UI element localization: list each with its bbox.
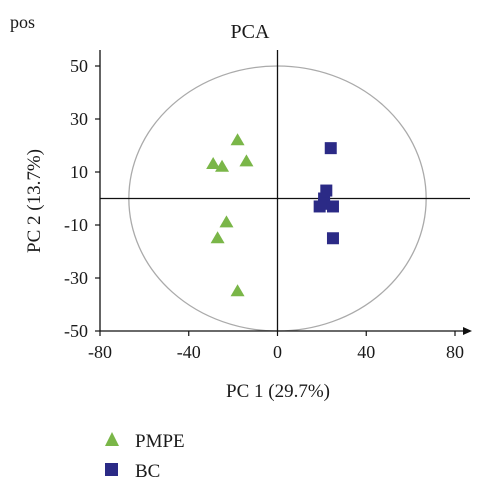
point-pmpe [230,284,245,297]
x-tick-label: 40 [357,342,375,362]
x-tick-label: 80 [446,342,464,362]
x-axis-arrow [463,327,472,335]
y-tick-label: 50 [70,56,88,76]
x-tick-label: 0 [273,342,282,362]
data-points [206,133,339,297]
y-tick-label: -10 [64,215,88,235]
chart-title: PCA [231,21,270,43]
point-pmpe [210,231,225,244]
tick-labels: -80 -40 0 40 80 -50 -30 -10 10 30 50 [64,56,464,362]
point-pmpe [215,159,230,172]
axes [99,50,472,335]
y-tick-label: -30 [64,268,88,288]
point-pmpe [230,133,245,146]
x-axis-title: PC 1 (29.7%) [226,381,330,402]
legend-marker-bc [105,463,118,476]
point-bc [324,142,337,155]
legend-label-bc: BC [135,461,160,482]
legend-marker-pmpe [105,432,119,446]
legend: PMPE BC [105,431,185,482]
point-pmpe [239,154,254,167]
point-pmpe [206,157,221,170]
x-tick-label: -80 [88,342,112,362]
y-tick-label: 30 [70,109,88,129]
point-bc [326,200,339,213]
y-tick-label: -50 [64,321,88,341]
y-tick-label: 10 [70,162,88,182]
point-pmpe [219,215,234,228]
x-tick-label: -40 [177,342,201,362]
point-bc [326,232,339,245]
corner-label: pos [10,12,35,32]
legend-label-pmpe: PMPE [135,431,185,452]
y-axis-title: PC 2 (13.7%) [24,149,45,253]
